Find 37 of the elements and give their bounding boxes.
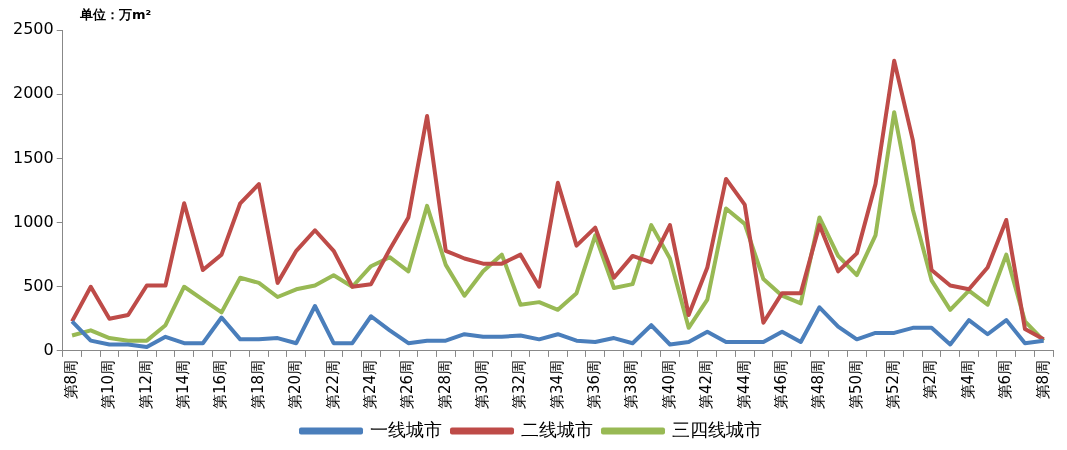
x-tick-label: 第50周	[846, 359, 865, 410]
y-tick-label: 2000	[13, 83, 54, 103]
y-tick-label: 2500	[13, 19, 54, 39]
x-tick-label: 第10周	[99, 359, 118, 410]
y-tick-label: 0	[43, 340, 54, 360]
x-tick-label: 第30周	[473, 359, 492, 410]
legend-label: 二线城市	[521, 418, 593, 440]
x-tick-label: 第32周	[510, 359, 529, 410]
legend-label: 三四线城市	[672, 418, 762, 440]
y-tick-label: 1000	[13, 211, 54, 231]
x-tick-label: 第26周	[398, 359, 417, 410]
x-tick-label: 第16周	[211, 359, 230, 410]
x-tick-label: 第42周	[697, 359, 716, 410]
x-tick-label: 第6周	[996, 359, 1015, 400]
x-tick-label: 第22周	[323, 359, 342, 410]
x-tick-label: 第44周	[734, 359, 753, 410]
x-tick-label: 第46周	[771, 359, 790, 410]
legend-label: 一线城市	[370, 418, 442, 440]
x-tick-label: 第52周	[884, 359, 903, 410]
y-tick-label: 1500	[13, 147, 54, 167]
x-tick-label: 第20周	[286, 359, 305, 410]
y-tick-label: 500	[23, 275, 54, 295]
x-tick-label: 第8周	[1033, 359, 1052, 400]
x-tick-label: 第36周	[585, 359, 604, 410]
x-tick-label: 第14周	[174, 359, 193, 410]
x-tick-label: 第18周	[248, 359, 267, 410]
x-tick-label: 第8周	[61, 359, 80, 400]
x-tick-label: 第12周	[136, 359, 155, 410]
y-axis-title: 单位：万m²	[80, 6, 152, 24]
x-tick-label: 第28周	[435, 359, 454, 410]
x-tick-label: 第38周	[622, 359, 641, 410]
x-tick-label: 第40周	[659, 359, 678, 410]
x-tick-label: 第48周	[809, 359, 828, 410]
x-tick-label: 第2周	[921, 359, 940, 400]
x-tick-label: 第24周	[360, 359, 379, 410]
x-tick-label: 第4周	[958, 359, 977, 400]
x-tick-label: 第34周	[547, 359, 566, 410]
